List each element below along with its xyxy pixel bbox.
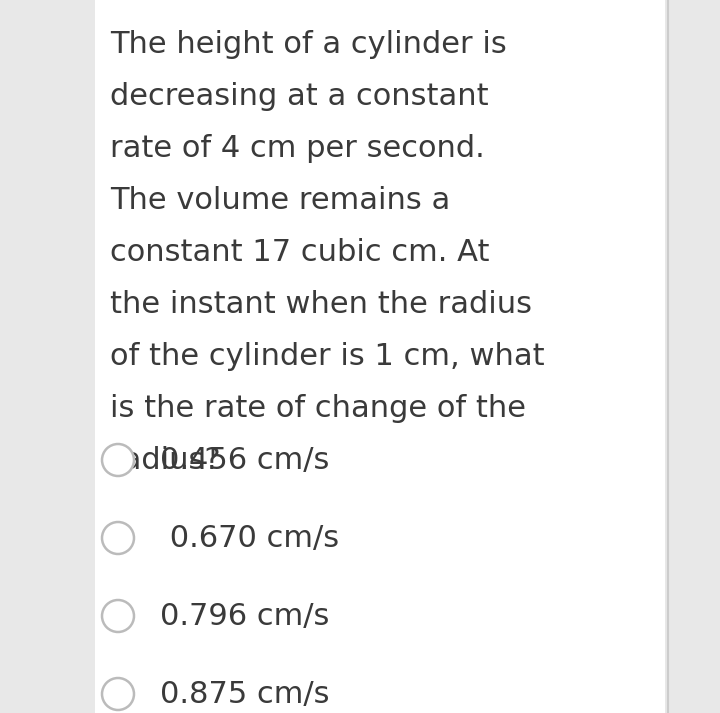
Text: of the cylinder is 1 cm, what: of the cylinder is 1 cm, what bbox=[110, 342, 544, 371]
Text: radius?: radius? bbox=[110, 446, 220, 475]
Text: The height of a cylinder is: The height of a cylinder is bbox=[110, 30, 507, 59]
Circle shape bbox=[102, 600, 134, 632]
Text: is the rate of change of the: is the rate of change of the bbox=[110, 394, 526, 423]
Circle shape bbox=[102, 444, 134, 476]
FancyBboxPatch shape bbox=[95, 0, 665, 713]
Text: 0.456 cm/s: 0.456 cm/s bbox=[160, 446, 329, 474]
Text: constant 17 cubic cm. At: constant 17 cubic cm. At bbox=[110, 238, 490, 267]
Text: rate of 4 cm per second.: rate of 4 cm per second. bbox=[110, 134, 485, 163]
Text: The volume remains a: The volume remains a bbox=[110, 186, 450, 215]
Text: 0.796 cm/s: 0.796 cm/s bbox=[160, 602, 329, 630]
Circle shape bbox=[102, 678, 134, 710]
Text: 0.875 cm/s: 0.875 cm/s bbox=[160, 679, 330, 709]
Text: the instant when the radius: the instant when the radius bbox=[110, 290, 532, 319]
Text: 0.670 cm/s: 0.670 cm/s bbox=[160, 523, 339, 553]
Text: decreasing at a constant: decreasing at a constant bbox=[110, 82, 489, 111]
Circle shape bbox=[102, 522, 134, 554]
